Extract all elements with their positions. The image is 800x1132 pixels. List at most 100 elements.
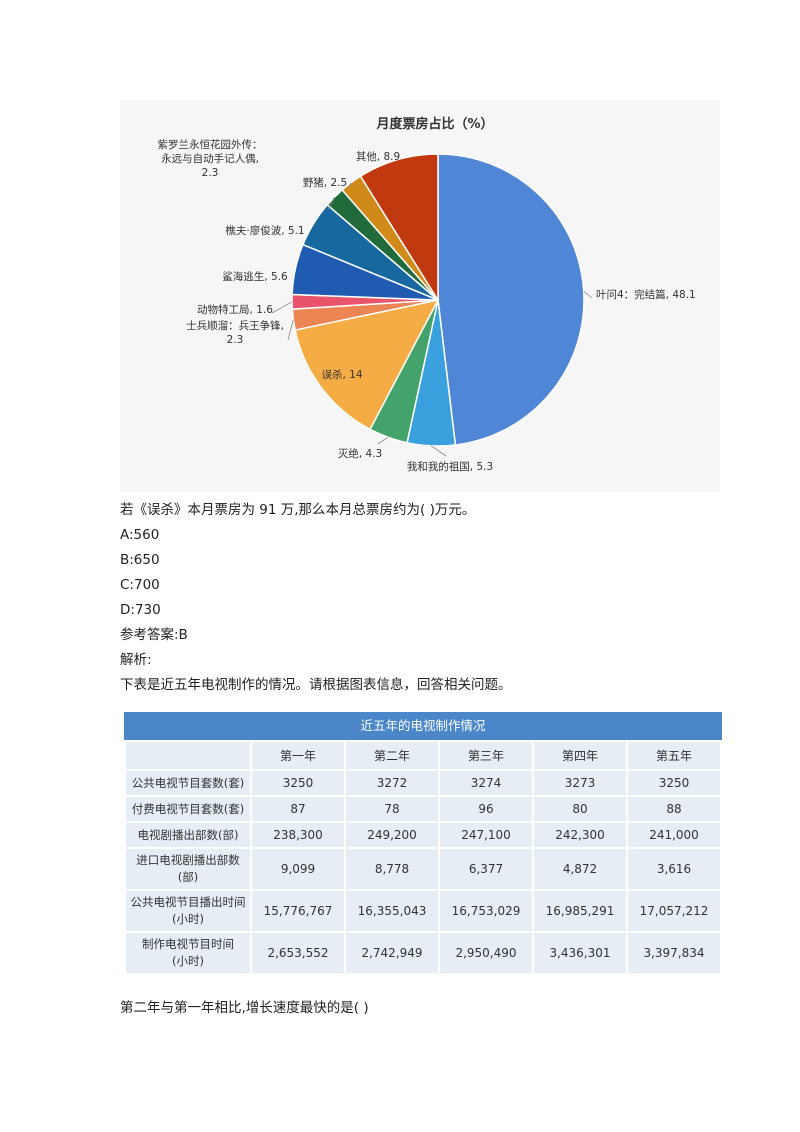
pie-slice-label: 叶问4：完结篇, 48.1 [596, 288, 696, 301]
table-row: 公共电视节目套数(套) 3250 3272 3274 3273 3250 [126, 771, 720, 795]
table-cell: 15,776,767 [252, 891, 344, 931]
table-cell: 96 [440, 797, 532, 821]
row-header: 付费电视节目套数(套) [126, 797, 250, 821]
table-row: 制作电视节目时间 (小时) 2,653,552 2,742,949 2,950,490 3… [126, 933, 720, 973]
table-header-row: 第一年 第二年 第三年 第四年 第五年 [126, 742, 720, 769]
table-cell: 3,397,834 [628, 933, 720, 973]
table-intro-text: 下表是近五年电视制作的情况。请根据图表信息，回答相关问题。 [120, 677, 512, 693]
pie-slice [294, 298, 440, 431]
pie-label-line: 误杀, 14 [321, 368, 362, 381]
pie-leader-line [583, 290, 593, 299]
pie-label-line: 2.3 [202, 167, 219, 179]
pie-label-line: 我和我的祖国, 5.3 [407, 460, 493, 473]
option-a: A:560 [120, 527, 160, 543]
header-year-1: 第一年 [252, 742, 344, 769]
chart-title: 月度票房占比（%） [375, 116, 493, 132]
option-b: B:650 [120, 552, 160, 568]
table-cell: 9,099 [252, 849, 344, 889]
row-header: 公共电视节目播出时间 (小时) [126, 891, 250, 931]
header-year-4: 第四年 [534, 742, 626, 769]
table-cell: 238,300 [252, 823, 344, 847]
tv-production-table: 近五年的电视制作情况 第一年 第二年 第三年 第四年 第五年 公共电视节目套数(… [124, 712, 722, 975]
table-row: 进口电视剧播出部数 (部) 9,099 8,778 6,377 4,872 3,616 [126, 849, 720, 889]
table-cell: 8,778 [346, 849, 438, 889]
table-cell: 247,100 [440, 823, 532, 847]
row-header: 电视剧播出部数(部) [126, 823, 250, 847]
table-cell: 2,742,949 [346, 933, 438, 973]
pie-slice-label: 其他, 8.9 [356, 150, 400, 163]
row-header-line: 制作电视节目时间 [142, 937, 234, 951]
header-year-2: 第二年 [346, 742, 438, 769]
row-header-line: 公共电视节目套数(套) [131, 775, 245, 790]
option-c: C:700 [120, 577, 160, 593]
table-cell: 6,377 [440, 849, 532, 889]
pie-slice-label: 士兵顺溜：兵王争锋, 2.3 [186, 319, 284, 346]
row-header: 制作电视节目时间 (小时) [126, 933, 250, 973]
pie-slice-label: 我和我的祖国, 5.3 [407, 460, 493, 473]
pie-label-line: 叶问4：完结篇, 48.1 [596, 288, 696, 301]
row-header-line: (部) [177, 870, 199, 884]
table-cell: 249,200 [346, 823, 438, 847]
table-title: 近五年的电视制作情况 [124, 712, 722, 740]
table-cell: 80 [534, 797, 626, 821]
table-cell: 242,300 [534, 823, 626, 847]
pie-slice-label: 灭绝, 4.3 [338, 447, 382, 460]
row-header-line: 公共电视节目播出时间 [130, 895, 246, 909]
pie-leader-line [271, 301, 293, 314]
analysis-label: 解析: [120, 652, 152, 668]
question-1-text: 若《误杀》本月票房为 91 万,那么本月总票房约为( )万元。 [120, 502, 476, 518]
pie-label-line: 其他, 8.9 [356, 150, 400, 163]
pie-label-line: 永远与自动手记人偶, [161, 152, 259, 165]
table-cell: 87 [252, 797, 344, 821]
pie-slice-label: 误杀, 14 [321, 368, 362, 381]
table-cell: 3272 [346, 771, 438, 795]
row-header-line: 付费电视节目套数(套) [131, 801, 245, 816]
table-cell: 3,436,301 [534, 933, 626, 973]
pie-chart: 月度票房占比（%） 叶问4：完结篇, 48.1 我和我的祖国, 5.3 灭绝, 4.… [120, 100, 720, 492]
table-cell: 16,985,291 [534, 891, 626, 931]
row-header-line: 进口电视剧播出部数 [136, 853, 240, 867]
row-header-line: 电视剧播出部数(部) [137, 827, 239, 842]
row-header: 公共电视节目套数(套) [126, 771, 250, 795]
table-cell: 4,872 [534, 849, 626, 889]
question-2-text: 第二年与第一年相比,增长速度最快的是( ) [120, 1000, 369, 1016]
table-cell: 88 [628, 797, 720, 821]
table-cell: 78 [346, 797, 438, 821]
row-header-line: (小时) [172, 954, 204, 968]
pie-slice-label: 紫罗兰永恒花园外传：永远与自动手记人偶, 2.3 [158, 138, 263, 179]
table-cell: 3274 [440, 771, 532, 795]
table-row: 电视剧播出部数(部) 238,300 249,200 247,100 242,300 24… [126, 823, 720, 847]
table-cell: 16,355,043 [346, 891, 438, 931]
pie-chart-svg: 月度票房占比（%） 叶问4：完结篇, 48.1 我和我的祖国, 5.3 灭绝, 4.… [158, 116, 696, 473]
table-cell: 3250 [252, 771, 344, 795]
header-corner [126, 742, 250, 769]
table-cell: 241,000 [628, 823, 720, 847]
row-header-line: (小时) [172, 912, 204, 926]
table-cell: 3273 [534, 771, 626, 795]
pie-leader-line [327, 196, 335, 211]
table-cell: 16,753,029 [440, 891, 532, 931]
pie-slice-label: 野猪, 2.5 [303, 177, 347, 189]
pie-slice [437, 153, 585, 446]
pie-slice-label: 鲨海逃生, 5.6 [222, 270, 288, 283]
pie-label-line: 动物特工局, 1.6 [197, 303, 273, 316]
pie-label-line: 樵夫·廖俊波, 5.1 [225, 224, 304, 237]
pie-slice-label: 动物特工局, 1.6 [197, 303, 273, 316]
table-cell: 2,950,490 [440, 933, 532, 973]
pie-slice-label: 樵夫·廖俊波, 5.1 [225, 224, 304, 237]
table-row: 付费电视节目套数(套) 87 78 96 80 88 [126, 797, 720, 821]
pie-leader-line [430, 445, 447, 457]
pie-label-line: 鲨海逃生, 5.6 [222, 270, 288, 283]
pie-leader-line [347, 182, 352, 189]
pie-slice [359, 153, 439, 303]
option-d: D:730 [120, 602, 161, 618]
pie-label-line: 野猪, 2.5 [303, 177, 347, 189]
header-year-3: 第三年 [440, 742, 532, 769]
table-cell: 3,616 [628, 849, 720, 889]
pie-leader-line [377, 436, 389, 445]
pie-label-line: 2.3 [227, 334, 244, 346]
pie-leader-line [287, 319, 294, 341]
table-row: 公共电视节目播出时间 (小时) 15,776,767 16,355,043 16,753… [126, 891, 720, 931]
header-year-5: 第五年 [628, 742, 720, 769]
pie-label-line: 紫罗兰永恒花园外传： [158, 138, 263, 151]
